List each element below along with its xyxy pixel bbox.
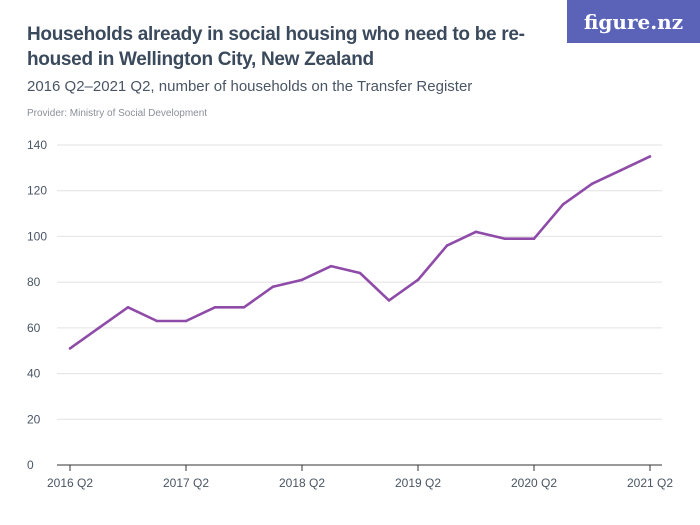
data-point xyxy=(242,305,246,309)
x-tick-label: 2020 Q2 xyxy=(511,476,557,490)
x-tick-label: 2018 Q2 xyxy=(279,476,325,490)
chart-title: Households already in social housing who… xyxy=(27,24,525,70)
data-point xyxy=(213,305,217,309)
data-point xyxy=(416,278,420,282)
y-tick-label: 140 xyxy=(27,138,47,152)
y-tick-label: 80 xyxy=(27,275,41,289)
data-point xyxy=(68,347,72,350)
x-tick-label: 2017 Q2 xyxy=(163,476,209,490)
data-point xyxy=(648,155,652,158)
data-point xyxy=(532,237,536,241)
data-point xyxy=(126,305,130,309)
data-point xyxy=(184,319,188,323)
data-point xyxy=(97,326,101,330)
data-point xyxy=(445,244,449,247)
chart-subtitle: 2016 Q2–2021 Q2, number of households on… xyxy=(27,78,473,95)
data-point xyxy=(300,278,304,282)
data-point xyxy=(329,264,333,268)
data-point xyxy=(387,299,391,302)
data-point xyxy=(503,237,507,241)
data-point xyxy=(561,203,565,206)
y-tick-label: 0 xyxy=(27,458,34,472)
data-point xyxy=(619,168,623,172)
y-tick-label: 40 xyxy=(27,367,41,381)
figure-nz-logo[interactable]: figure.nz xyxy=(567,0,700,43)
data-point xyxy=(358,271,362,275)
data-line xyxy=(69,155,651,350)
data-point xyxy=(474,230,478,234)
provider-label: Provider: Ministry of Social Development xyxy=(27,108,208,119)
y-tick-label: 100 xyxy=(27,229,47,243)
x-tick-label: 2019 Q2 xyxy=(395,476,441,490)
y-tick-label: 120 xyxy=(27,184,47,198)
x-tick-label: 2021 Q2 xyxy=(627,476,673,490)
y-tick-label: 60 xyxy=(27,321,41,335)
data-point xyxy=(590,182,594,186)
x-tick-label: 2016 Q2 xyxy=(47,476,93,490)
data-point xyxy=(155,319,159,323)
data-point xyxy=(271,285,275,289)
y-tick-label: 20 xyxy=(27,412,41,426)
